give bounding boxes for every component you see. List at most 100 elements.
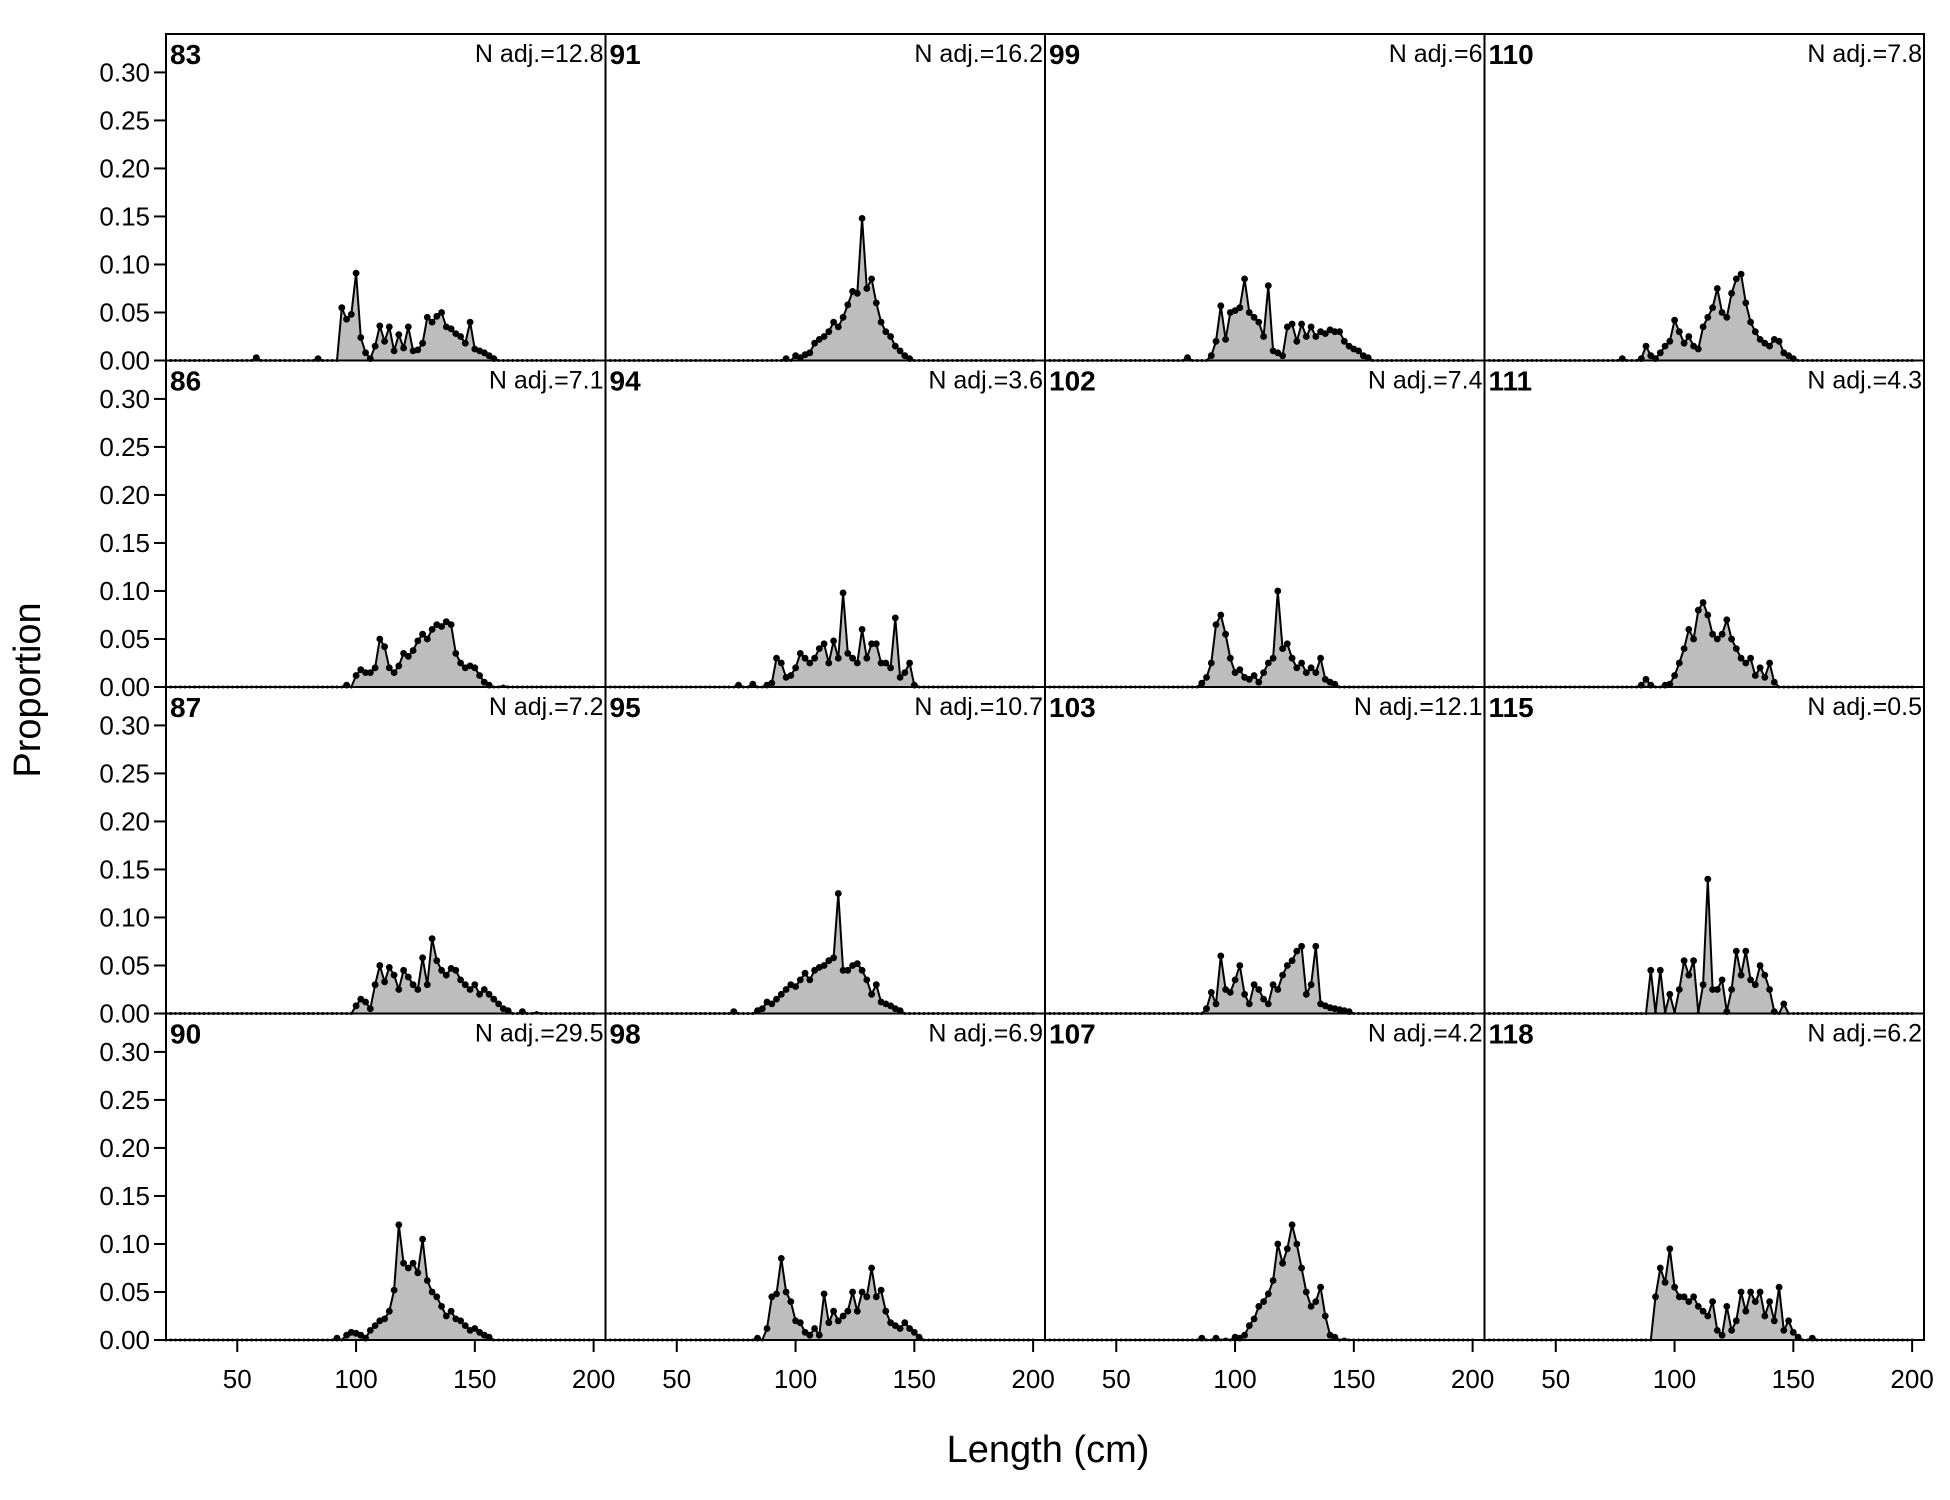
panel-111-area [1484,602,1913,687]
data-point [1723,616,1731,624]
data-point [433,957,441,965]
data-point [404,652,412,660]
data-point [452,966,460,974]
panel-label: 107 [1049,1019,1096,1050]
panel-86-frame [165,359,607,688]
data-point [872,640,880,648]
data-point [906,659,913,667]
data-point [352,672,360,679]
panel-label: 102 [1049,366,1096,397]
data-point [1671,1283,1678,1291]
chart-panels: 83 N adj.=12.8 86 N adj.=7.1 87 N adj.=7.2 90 N… [164,33,1925,1342]
data-point [419,630,426,638]
data-point [423,981,431,989]
data-point [385,964,393,971]
data-point [480,986,488,993]
data-point [787,672,795,679]
data-point [839,589,847,597]
data-point [1293,947,1301,955]
y-tick-label: 0.00 [99,346,150,376]
y-tick-label: 0.25 [99,105,150,135]
panel-n-adj-label: N adj.=3.6 [928,367,1043,395]
data-point [1737,971,1745,979]
data-point [1680,645,1688,652]
data-point [1283,1245,1291,1253]
data-point [849,654,856,662]
data-point [858,626,866,633]
data-point [404,323,412,331]
panel-label: 98 [610,1019,641,1050]
panel-n-adj-label: N adj.=7.2 [489,693,604,721]
data-point [1274,1240,1282,1248]
data-point [1747,318,1754,326]
data-point [1671,316,1678,324]
data-point [1298,1264,1305,1272]
x-tick-label: 50 [1541,1364,1570,1394]
data-point [381,337,388,345]
data-point [447,1307,455,1315]
data-point [844,1307,852,1315]
panel-n-adj-label: N adj.=0.5 [1807,693,1922,721]
panel-label: 90 [170,1019,201,1050]
data-point [1709,304,1716,312]
data-point [820,1290,828,1298]
y-tick-label: 0.10 [99,249,150,279]
data-point [1709,1298,1716,1305]
data-point [485,990,493,998]
data-point [1307,323,1315,331]
data-point [1718,309,1726,316]
data-point [362,669,369,676]
data-point [404,973,412,981]
data-point [1780,1000,1788,1008]
y-tick-label: 0.30 [99,384,150,414]
data-point [1250,981,1258,989]
panel-83: 83 N adj.=12.8 [164,33,607,362]
data-point [338,304,346,312]
data-point [825,659,833,667]
data-point [428,935,436,942]
data-point [1307,1303,1315,1310]
panel-98: 98 N adj.=6.9 [604,1012,1046,1342]
data-point [872,299,880,307]
data-point [1756,962,1764,969]
data-point [749,680,757,688]
panel-label: 110 [1489,39,1534,70]
data-point [1331,1333,1339,1341]
data-point [1264,1290,1272,1298]
panel-label: 103 [1049,692,1096,723]
data-point [1761,971,1769,979]
data-point [1685,626,1693,633]
data-point [1198,679,1206,687]
data-point [1761,1312,1769,1320]
y-tick-label: 0.00 [99,1325,150,1355]
data-point [423,313,431,321]
panel-n-adj-label: N adj.=12.8 [475,40,604,68]
data-point [839,313,847,321]
x-tick-label: 100 [1653,1364,1696,1394]
panel-115-area [1484,879,1913,1014]
data-point [1699,981,1707,989]
data-point [1264,659,1272,667]
data-point [1279,1259,1286,1267]
data-point [806,349,814,357]
data-point [1241,1331,1248,1339]
panel-label: 95 [610,692,641,723]
data-point [1317,654,1324,662]
data-point [1732,275,1740,283]
data-point [1293,337,1301,345]
data-point [438,966,445,974]
x-tick-label: 200 [572,1364,615,1394]
data-point [1737,270,1745,278]
data-point [1704,875,1712,883]
data-point [1699,323,1707,331]
data-point [390,347,398,355]
data-point [1226,989,1234,996]
data-point [1747,1288,1754,1296]
data-point [376,635,384,643]
data-point [395,1221,403,1229]
panel-n-adj-label: N adj.=7.8 [1807,40,1922,68]
data-point [423,1277,431,1284]
data-point [901,1319,909,1327]
data-point [863,976,871,984]
data-point [1742,659,1750,667]
